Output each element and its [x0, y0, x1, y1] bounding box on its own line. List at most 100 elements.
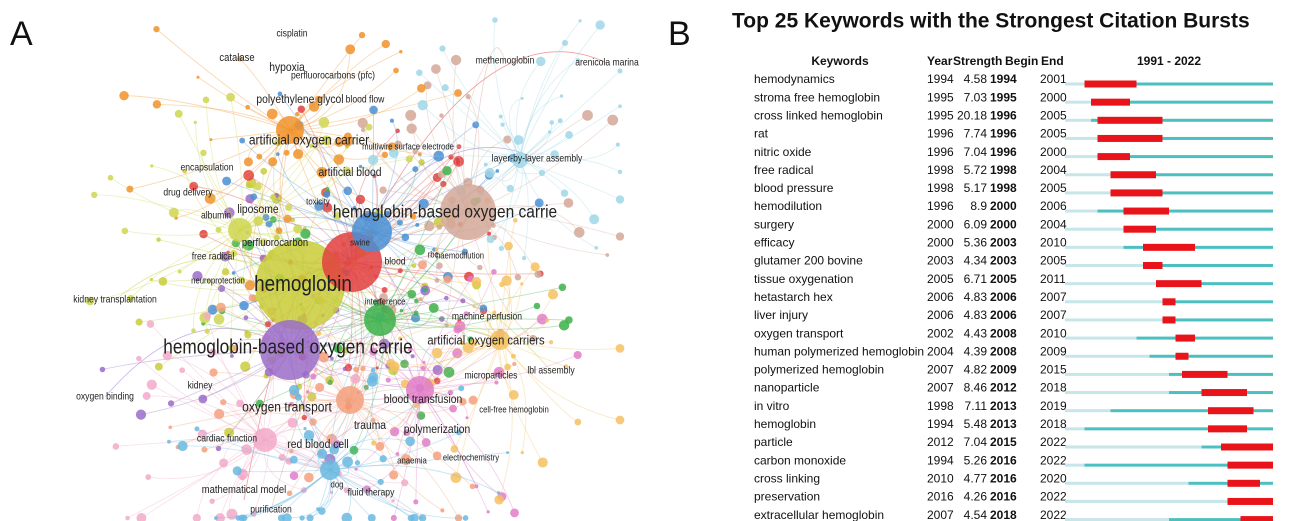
node-label: blood transfusion [384, 394, 463, 407]
node-label: rbc [428, 249, 439, 260]
timeline-before [1065, 82, 1085, 86]
node-label: anaemia [397, 455, 427, 466]
network-node [329, 490, 334, 495]
network-edge [167, 354, 266, 441]
network-node [440, 180, 447, 188]
begin: 2008 [990, 344, 1017, 358]
network-node [607, 114, 619, 126]
network-node [369, 347, 378, 356]
timeline-before [1065, 463, 1085, 467]
network-node [617, 68, 623, 74]
strength: 20.18 [957, 108, 987, 122]
network-node [341, 512, 353, 521]
network-node [215, 445, 222, 452]
strength: 6.71 [964, 272, 988, 286]
network-edge [349, 399, 443, 511]
network-node [406, 123, 417, 134]
end: 2022 [1040, 453, 1067, 467]
network-edge [289, 129, 414, 217]
network-edge [212, 351, 266, 441]
network-node [295, 111, 300, 117]
network-edge [124, 229, 241, 236]
node-label: multiwire surface electrode [362, 141, 454, 152]
network-node [483, 162, 488, 167]
network-node [456, 144, 462, 150]
column-header: 1991 - 2022 [1137, 54, 1201, 68]
network-node [288, 401, 294, 407]
network-node [221, 268, 230, 276]
network-node [484, 167, 495, 178]
network-node [520, 282, 524, 286]
node-label: kidney [188, 380, 213, 391]
begin: 2008 [990, 326, 1017, 340]
network-node [227, 345, 234, 352]
timeline-before [1065, 173, 1111, 177]
network-node [248, 294, 256, 302]
end: 2019 [1040, 399, 1067, 413]
network-node [492, 17, 498, 23]
network-node [533, 302, 541, 310]
network-edge [129, 129, 291, 190]
network-edge [519, 157, 621, 173]
network-edge [467, 47, 506, 213]
network-node [354, 467, 358, 471]
network-node [202, 96, 210, 104]
network-node [306, 390, 310, 394]
network-node [316, 330, 322, 336]
burst-bar [1143, 243, 1195, 251]
network-node [142, 392, 151, 400]
network-node [491, 269, 497, 275]
network-edge [193, 229, 241, 331]
network-edge [379, 286, 563, 321]
timeline-before [1065, 191, 1111, 195]
network-node [318, 507, 326, 515]
network-node [300, 228, 311, 239]
network-edge [289, 92, 459, 131]
network-node [486, 510, 490, 514]
network-edge [206, 315, 266, 441]
network-node [333, 212, 342, 220]
year: 2003 [927, 254, 954, 268]
network-node [274, 138, 282, 147]
timeline-before [1065, 409, 1111, 413]
network-node [379, 186, 387, 194]
network-node [244, 280, 255, 291]
network-node [336, 386, 364, 414]
network-edge [329, 381, 374, 471]
network-node [239, 300, 249, 311]
keyword: glutamer 200 bovine [754, 254, 863, 268]
network-node [418, 198, 429, 209]
network-node [220, 251, 231, 262]
network-node [209, 368, 218, 377]
network-node [433, 377, 441, 385]
node-label: mathematical model [202, 484, 287, 496]
network-edge [499, 339, 527, 453]
keyword: hemoglobin [754, 417, 816, 431]
network-node [239, 474, 246, 481]
network-node [557, 118, 563, 124]
network-node [360, 127, 366, 133]
network-node [204, 328, 210, 334]
network-edge [182, 445, 331, 471]
network-node [322, 202, 333, 213]
burst-bar [1110, 189, 1163, 197]
network-node [153, 25, 160, 33]
begin: 2018 [990, 508, 1017, 521]
network-node [239, 137, 246, 144]
strength: 7.04 [964, 145, 988, 159]
network-edge [148, 439, 266, 480]
network-node [471, 276, 482, 287]
end: 2006 [1040, 199, 1067, 213]
network-node [273, 234, 280, 241]
network-node [196, 75, 200, 79]
network-node [136, 513, 147, 521]
network-node [316, 507, 320, 512]
strength: 4.26 [964, 490, 988, 504]
network-node [306, 514, 314, 521]
network-node [448, 154, 454, 160]
network-edge [329, 469, 466, 519]
keyword: blood pressure [754, 181, 834, 195]
keyword: extracellular hemoglobin [754, 508, 884, 521]
network-node [385, 377, 391, 383]
network-node [99, 366, 106, 373]
